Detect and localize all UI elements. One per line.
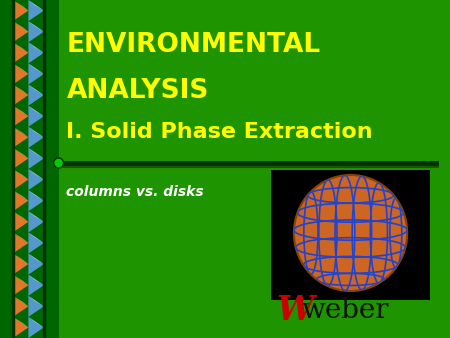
Polygon shape [13,296,28,306]
Polygon shape [13,254,28,274]
Polygon shape [28,64,44,84]
Polygon shape [13,233,28,243]
Bar [271,170,430,300]
Polygon shape [13,148,28,159]
Bar [0,0,58,338]
Polygon shape [13,64,28,84]
Polygon shape [13,127,28,148]
Polygon shape [28,190,44,201]
Polygon shape [28,169,44,179]
Polygon shape [28,274,44,296]
Polygon shape [28,233,44,254]
Polygon shape [13,84,28,105]
Polygon shape [28,211,44,222]
Polygon shape [13,169,28,179]
Polygon shape [13,0,28,21]
Text: W: W [276,293,314,327]
Polygon shape [28,127,44,137]
Polygon shape [28,254,44,264]
Polygon shape [28,84,44,105]
Polygon shape [28,274,44,285]
Polygon shape [28,233,44,243]
Polygon shape [28,148,44,169]
Polygon shape [13,317,28,328]
Polygon shape [28,148,44,159]
Polygon shape [13,254,28,264]
Polygon shape [28,127,44,148]
Polygon shape [28,64,44,74]
Ellipse shape [294,175,407,291]
Polygon shape [13,84,28,95]
Polygon shape [28,254,44,274]
Polygon shape [13,274,28,296]
Polygon shape [13,105,28,116]
Polygon shape [13,274,28,285]
Polygon shape [13,296,28,317]
Polygon shape [28,21,44,42]
Text: weber: weber [302,296,389,323]
Text: I. Solid Phase Extraction: I. Solid Phase Extraction [67,122,373,142]
Polygon shape [28,211,44,233]
Polygon shape [28,296,44,306]
Polygon shape [13,190,28,201]
Polygon shape [28,317,44,338]
Polygon shape [13,190,28,211]
Bar [58,0,440,338]
Polygon shape [13,317,28,338]
Polygon shape [13,211,28,222]
Polygon shape [28,105,44,127]
Polygon shape [13,148,28,169]
Polygon shape [13,42,28,53]
Polygon shape [28,84,44,95]
Polygon shape [13,233,28,254]
Polygon shape [28,0,44,21]
Polygon shape [13,127,28,137]
Polygon shape [13,21,28,42]
Polygon shape [28,296,44,317]
Polygon shape [13,42,28,64]
Polygon shape [28,21,44,32]
Polygon shape [28,105,44,116]
Text: ENVIRONMENTAL: ENVIRONMENTAL [67,32,320,58]
Polygon shape [28,317,44,328]
Circle shape [54,158,63,168]
Text: ANALYSIS: ANALYSIS [67,78,209,104]
Polygon shape [28,42,44,64]
Polygon shape [13,64,28,74]
Polygon shape [28,190,44,211]
Polygon shape [28,0,44,10]
Polygon shape [13,21,28,32]
Polygon shape [13,105,28,127]
Polygon shape [13,0,28,10]
Polygon shape [28,169,44,190]
Polygon shape [13,169,28,190]
Polygon shape [13,211,28,233]
Text: columns vs. disks: columns vs. disks [67,185,204,199]
Polygon shape [28,42,44,53]
